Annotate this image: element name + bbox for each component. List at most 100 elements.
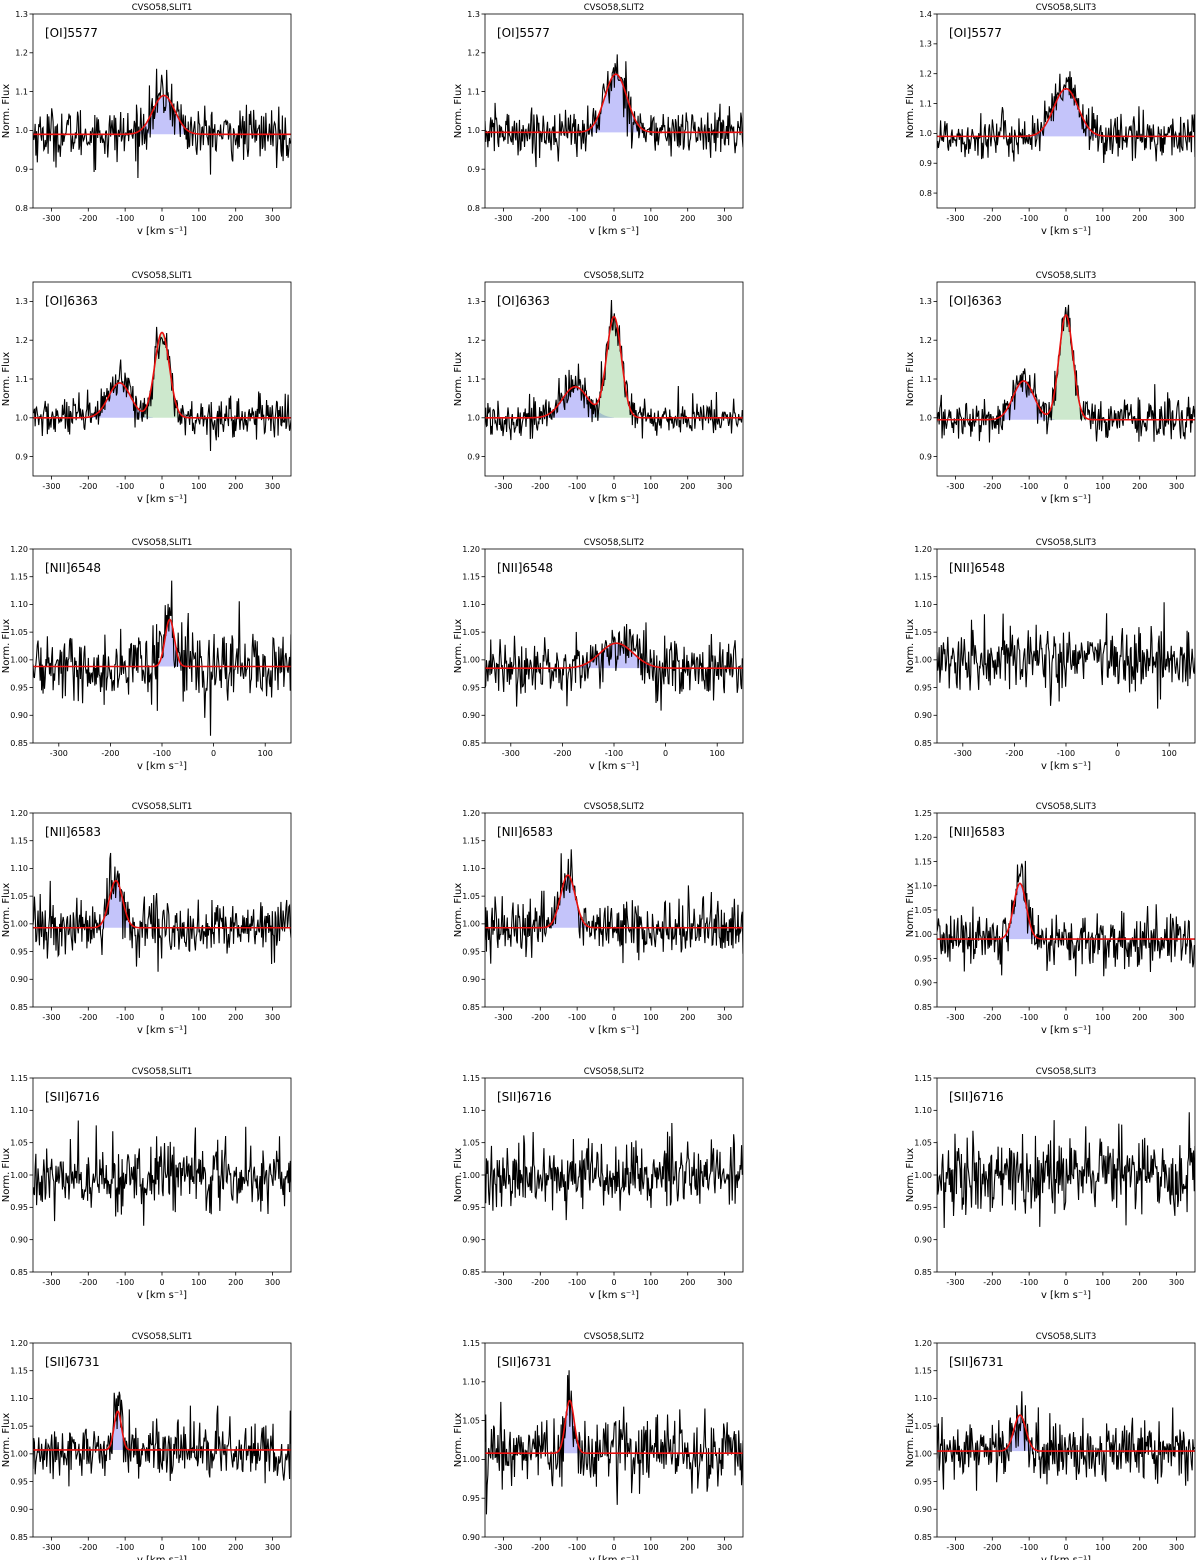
x-tick-label: 0	[159, 1013, 164, 1022]
spectrum-line	[937, 71, 1195, 163]
fit-component-fill	[1029, 88, 1103, 137]
y-tick-label: 1.05	[462, 1138, 480, 1147]
fit-curve	[33, 1410, 291, 1451]
fit-curve	[485, 1399, 743, 1454]
x-axis-label: v [km s⁻¹]	[1041, 494, 1091, 505]
y-axis-label: Norm. Flux	[905, 619, 916, 674]
x-tick-label: 200	[680, 1013, 695, 1022]
spectrum-line	[33, 1391, 291, 1487]
panel-title: CVSO58,SLIT1	[132, 802, 193, 812]
x-tick-label: -300	[946, 482, 964, 491]
y-tick-label: 0.9	[919, 452, 932, 461]
x-tick-label: 200	[1132, 482, 1147, 491]
spectrum-line	[33, 852, 291, 972]
spectrum-line	[937, 1391, 1195, 1491]
x-tick-label: -100	[1057, 749, 1075, 758]
y-tick-label: 1.00	[462, 920, 480, 929]
panel-title: CVSO58,SLIT2	[584, 271, 645, 281]
spectrum-panel: -300 -200 -100 0 100 200 300 0.9 1.0 1.1 1.2 1.3 CVS…	[905, 271, 1196, 505]
spectrum-line	[485, 1122, 743, 1221]
x-tick-label: -100	[116, 1278, 134, 1287]
x-tick-label: 100	[258, 749, 273, 758]
x-tick-label: -200	[531, 1278, 549, 1287]
line-annotation: [OI]6363	[497, 294, 550, 308]
fit-curve	[937, 1414, 1195, 1452]
fit-curve	[33, 94, 291, 136]
x-tick-label: 0	[159, 1543, 164, 1552]
y-tick-label: 1.10	[10, 864, 28, 873]
fit-component-fill	[1001, 883, 1039, 940]
panel-title: CVSO58,SLIT2	[584, 1332, 645, 1342]
fit-curve	[485, 73, 743, 134]
y-tick-label: 0.90	[10, 1505, 28, 1514]
y-axis-label: Norm. Flux	[453, 883, 464, 938]
fit-curve	[485, 642, 743, 669]
spectrum-panel: -300 -200 -100 0 100 200 300 0.8 0.9 1.0 1.1 1.2 1.3…	[905, 3, 1196, 237]
y-tick-label: 1.1	[467, 375, 480, 384]
y-tick-label: 1.3	[467, 10, 480, 19]
x-tick-label: -200	[79, 482, 97, 491]
y-tick-label: 1.20	[10, 545, 28, 554]
y-tick-label: 1.00	[462, 1171, 480, 1180]
x-tick-label: -100	[568, 1013, 586, 1022]
x-tick-label: 100	[191, 1543, 206, 1552]
x-tick-label: 100	[191, 1013, 206, 1022]
x-axis-label: v [km s⁻¹]	[589, 1025, 639, 1036]
x-axis-label: v [km s⁻¹]	[137, 1555, 187, 1560]
y-axis-label: Norm. Flux	[453, 352, 464, 407]
y-axis-label: Norm. Flux	[453, 1148, 464, 1203]
x-tick-label: -100	[605, 749, 623, 758]
x-tick-label: 300	[265, 1278, 280, 1287]
y-tick-label: 0.85	[10, 1268, 28, 1277]
x-tick-label: -300	[494, 1013, 512, 1022]
y-tick-label: 0.95	[914, 954, 932, 963]
y-tick-label: 1.20	[914, 833, 932, 842]
x-tick-label: -300	[494, 1543, 512, 1552]
panel-title: CVSO58,SLIT1	[132, 271, 193, 281]
y-tick-label: 1.05	[10, 1422, 28, 1431]
x-tick-label: -300	[50, 749, 68, 758]
x-tick-label: -100	[1020, 482, 1038, 491]
y-tick-label: 1.10	[914, 1394, 932, 1403]
y-tick-label: 0.9	[919, 159, 932, 168]
y-tick-label: 0.90	[10, 1235, 28, 1244]
x-tick-label: 0	[159, 214, 164, 223]
y-tick-label: 0.9	[467, 452, 480, 461]
y-tick-label: 0.8	[919, 189, 932, 198]
y-tick-label: 0.8	[467, 204, 480, 213]
x-axis-label: v [km s⁻¹]	[1041, 761, 1091, 772]
y-tick-label: 0.95	[462, 947, 480, 956]
line-annotation: [OI]6363	[949, 294, 1002, 308]
y-tick-label: 1.10	[914, 600, 932, 609]
x-tick-label: -300	[502, 749, 520, 758]
x-tick-label: -300	[494, 482, 512, 491]
y-tick-label: 0.95	[10, 1203, 28, 1212]
y-tick-label: 1.15	[10, 1367, 28, 1376]
x-tick-label: -100	[1020, 1543, 1038, 1552]
line-annotation: [SII]6716	[45, 1090, 100, 1104]
x-tick-label: 200	[228, 482, 243, 491]
line-annotation: [NII]6548	[497, 561, 553, 575]
y-tick-label: 0.90	[10, 711, 28, 720]
y-tick-label: 1.10	[914, 1106, 932, 1115]
y-tick-label: 1.20	[914, 1339, 932, 1348]
x-tick-label: 100	[643, 1278, 658, 1287]
line-annotation: [NII]6548	[949, 561, 1005, 575]
y-tick-label: 0.95	[10, 947, 28, 956]
x-tick-label: 0	[1063, 1013, 1068, 1022]
x-tick-label: -200	[983, 214, 1001, 223]
y-tick-label: 1.20	[462, 545, 480, 554]
x-tick-label: 300	[717, 1543, 732, 1552]
y-axis-label: Norm. Flux	[453, 1413, 464, 1468]
x-axis-label: v [km s⁻¹]	[589, 226, 639, 237]
y-tick-label: 1.00	[914, 930, 932, 939]
x-tick-label: -200	[531, 482, 549, 491]
line-annotation: [NII]6583	[497, 825, 553, 839]
y-axis-label: Norm. Flux	[905, 352, 916, 407]
x-tick-label: -300	[946, 1543, 964, 1552]
y-tick-label: 1.2	[15, 49, 28, 58]
y-tick-label: 1.10	[914, 882, 932, 891]
x-tick-label: -200	[1005, 749, 1023, 758]
x-tick-label: -200	[101, 749, 119, 758]
spectrum-panel: -300 -200 -100 0 100 0.85 0.90 0.95 1.00 1.05 1.10…	[453, 538, 744, 772]
